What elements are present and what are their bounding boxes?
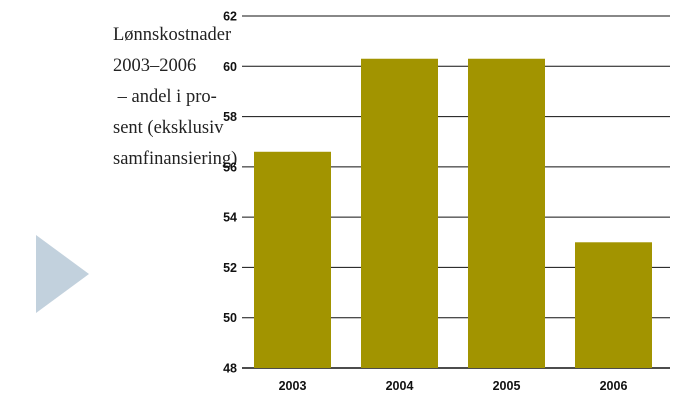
y-tick-layer: 48 50 52 54 56 58 60 62: [223, 10, 237, 376]
x-label-layer: 2003 2004 2005 2006: [279, 379, 628, 393]
bar-2006: [575, 242, 652, 368]
y-tick-label-56: 56: [223, 160, 237, 174]
y-tick-label-48: 48: [223, 362, 237, 376]
arrow-shape: [36, 235, 89, 313]
x-tick-label-2006: 2006: [600, 379, 628, 393]
y-tick-label-62: 62: [223, 10, 237, 24]
title-line-2: 2003–2006: [113, 56, 197, 76]
y-tick-label-58: 58: [223, 110, 237, 124]
y-tick-label-54: 54: [223, 211, 237, 225]
x-tick-label-2005: 2005: [493, 379, 521, 393]
triangle-arrow-icon: [36, 235, 89, 313]
bar-layer: [254, 58, 652, 368]
bar-2004: [361, 58, 438, 368]
y-tick-label-60: 60: [223, 60, 237, 74]
x-tick-label-2004: 2004: [386, 379, 414, 393]
y-tick-label-52: 52: [223, 261, 237, 275]
bar-2005: [468, 58, 545, 368]
bar-2003: [254, 151, 331, 368]
x-tick-label-2003: 2003: [279, 379, 307, 393]
y-tick-label-50: 50: [223, 311, 237, 325]
